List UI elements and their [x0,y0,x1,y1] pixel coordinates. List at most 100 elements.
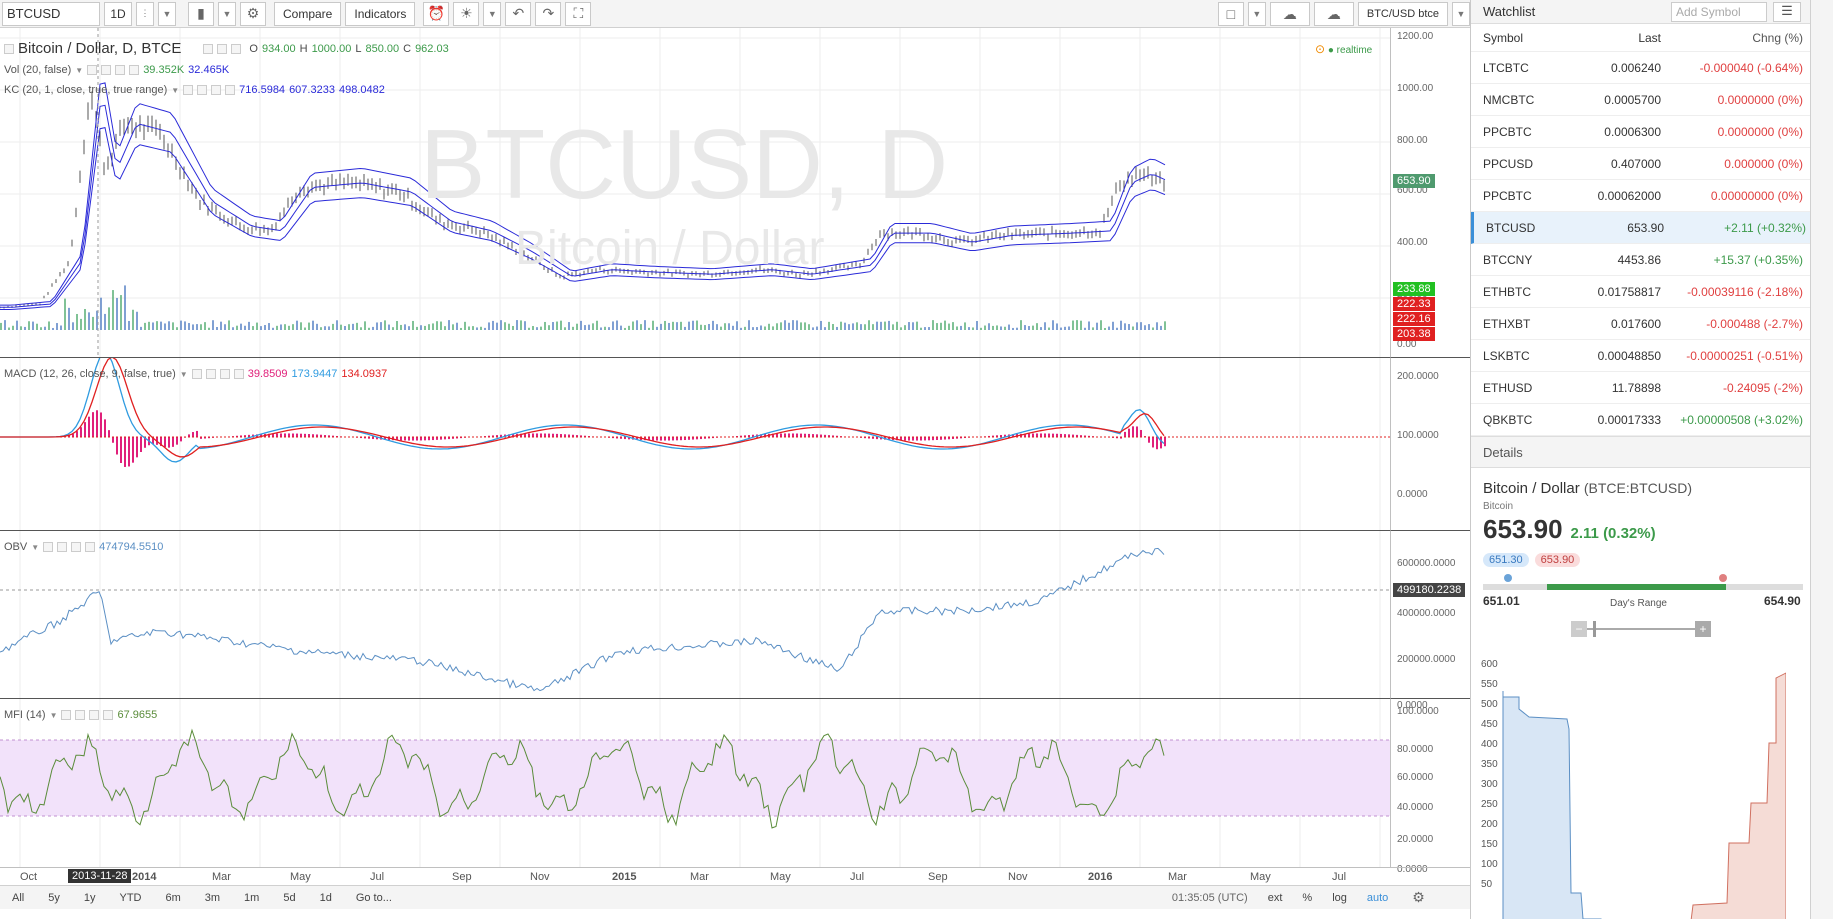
chevron-down-icon[interactable]: ▼ [483,1,502,26]
macd-axis[interactable]: 200.0000 100.0000 0.0000 [1390,358,1470,531]
redo-icon[interactable]: ↷ [535,1,562,26]
fullscreen-icon[interactable]: ⛶ [565,1,592,26]
legend-gear-icon[interactable] [217,43,228,54]
watchlist-row[interactable]: PPCBTC 0.0006300 0.0000000 (0%) [1471,116,1810,148]
chevron-down-icon[interactable]: ▼ [179,369,188,379]
watchlist-row[interactable]: ETHBTC 0.01758817 -0.00039116 (-2.18%) [1471,276,1810,308]
watchlist-row[interactable]: BTCCNY 4453.86 +15.37 (+0.35%) [1471,244,1810,276]
legend-gear-icon[interactable] [75,710,86,720]
row-symbol: QBKBTC [1483,412,1533,427]
more-icon[interactable]: ⋮ [136,1,154,26]
symbol-input[interactable]: BTCUSD [2,1,100,26]
range-button[interactable]: 6m [165,891,181,904]
chevron-down-icon[interactable]: ▼ [218,1,236,26]
zoom-out-icon[interactable]: − [1571,621,1587,637]
watchlist-row[interactable]: ETHUSD 11.78898 -0.24095 (-2%) [1471,372,1810,404]
range-button[interactable]: 1m [244,891,260,904]
col-symbol[interactable]: Symbol [1483,30,1524,45]
chevron-down-icon[interactable]: ▼ [31,542,40,552]
legend-close-icon[interactable] [85,542,96,552]
legend-close-icon[interactable] [129,65,140,75]
legend-close-icon[interactable] [225,85,236,95]
legend-gear-icon[interactable] [205,369,216,379]
volume-bar [384,320,386,330]
idea-icon[interactable]: ☀ [453,1,480,26]
legend-eye-icon[interactable] [43,542,54,552]
auto-button[interactable]: auto [1366,891,1389,904]
legend-eye-icon[interactable] [203,43,214,54]
percent-button[interactable]: % [1302,891,1313,904]
legend-eye-icon[interactable] [61,710,72,720]
price-axis[interactable]: 1200.001000.00800.00600.00400.00200.000.… [1390,28,1470,358]
legend-eye-icon[interactable] [191,369,202,379]
legend-eye-icon[interactable] [183,85,194,95]
watchlist-row[interactable]: QBKBTC 0.00017333 +0.00000508 (+3.02%) [1471,404,1810,436]
legend-add-icon[interactable] [115,65,126,75]
legend-add-icon[interactable] [211,85,222,95]
watchlist-row[interactable]: LSKBTC 0.00048850 -0.00000251 (-0.51%) [1471,340,1810,372]
col-last[interactable]: Last [1638,30,1661,45]
candles-icon[interactable]: ▮ [188,1,214,26]
range-button[interactable]: YTD [119,891,142,904]
add-symbol-input[interactable]: Add Symbol [1671,2,1767,22]
volume-bar [592,323,594,330]
volume-bar [192,324,194,330]
legend-add-icon[interactable] [89,710,100,720]
time-axis[interactable]: Oct 2014 Mar May Jul Sep Nov 2015 Mar May Jul Sep No… [0,867,1470,885]
macd-histogram-bar [1152,437,1154,448]
chevron-down-icon[interactable]: ▼ [75,65,84,75]
watchlist-row[interactable]: NMCBTC 0.0005700 0.0000000 (0%) [1471,84,1810,116]
undo-icon[interactable]: ↶ [505,1,532,26]
chevron-down-icon[interactable]: ▼ [171,85,180,95]
legend-add-icon[interactable] [219,369,230,379]
range-button[interactable]: 5y [48,891,60,904]
mfi-axis[interactable]: 100.0000 80.0000 60.0000 40.0000 20.0000 0.00… [1390,699,1470,875]
col-change[interactable]: Chng (%) [1752,30,1803,45]
cloud-save-icon[interactable]: ☁ [1313,2,1354,26]
legend-add-icon[interactable] [71,542,82,552]
macd-pane[interactable]: MACD (12, 26, close, 9, false, true) ▼ 3… [0,358,1390,531]
log-button[interactable]: log [1332,891,1347,904]
watchlist-row[interactable]: PPCUSD 0.407000 0.000000 (0%) [1471,148,1810,180]
legend-eye-icon[interactable] [87,65,98,75]
legend-gear-icon[interactable] [57,542,68,552]
compare-button[interactable]: Compare [274,1,342,26]
collapse-icon[interactable] [4,43,14,54]
ext-button[interactable]: ext [1267,891,1283,904]
price-pane[interactable]: BTCUSD, D Bitcoin / Dollar Bitcoin / Dol… [0,28,1390,358]
watchlist-row[interactable]: BTCUSD 653.90 +2.11 (+0.32%) [1471,212,1810,244]
gear-icon[interactable]: ⚙ [1412,889,1425,905]
zoom-in-icon[interactable]: + [1695,621,1711,637]
goto-button[interactable]: Go to... [355,891,392,904]
cloud-load-icon[interactable]: ☁ [1269,2,1310,26]
legend-gear-icon[interactable] [197,85,208,95]
range-button[interactable]: 1d [319,891,332,904]
watchlist-row[interactable]: LTCBTC 0.006240 -0.000040 (-0.64%) [1471,52,1810,84]
legend-close-icon[interactable] [231,43,242,54]
range-button[interactable]: All [12,891,25,904]
chevron-down-icon[interactable]: ▼ [158,1,176,26]
watchlist-row[interactable]: PPCBTC 0.00062000 0.00000000 (0%) [1471,180,1810,212]
legend-close-icon[interactable] [103,710,114,720]
alert-icon[interactable]: ⏰ [423,1,450,26]
depth-zoom-slider[interactable]: − + [1571,621,1711,637]
volume-bar [220,321,222,330]
obv-axis[interactable]: 600000.0000 400000.0000 200000.0000 0.0000 4… [1390,531,1470,711]
pair-label[interactable]: BTC/USD btce [1357,2,1448,26]
range-button[interactable]: 3m [204,891,221,904]
mfi-pane[interactable]: MFI (14) ▼ 67.9655 [0,699,1390,867]
gear-icon[interactable]: ⚙ [240,1,266,26]
chevron-down-icon[interactable]: ▼ [1452,2,1470,26]
interval-button[interactable]: 1D [104,1,132,26]
layout-icon[interactable]: □ [1217,2,1244,26]
indicators-button[interactable]: Indicators [345,1,416,26]
range-button[interactable]: 1y [83,891,96,904]
chevron-down-icon[interactable]: ▼ [49,710,58,720]
range-button[interactable]: 5d [283,891,296,904]
obv-pane[interactable]: OBV ▼ 474794.5510 [0,531,1390,699]
watchlist-row[interactable]: ETHXBT 0.017600 -0.000488 (-2.7%) [1471,308,1810,340]
chevron-down-icon[interactable]: ▼ [1247,2,1266,26]
menu-icon[interactable]: ☰ [1773,2,1801,22]
legend-gear-icon[interactable] [101,65,112,75]
legend-close-icon[interactable] [233,369,244,379]
